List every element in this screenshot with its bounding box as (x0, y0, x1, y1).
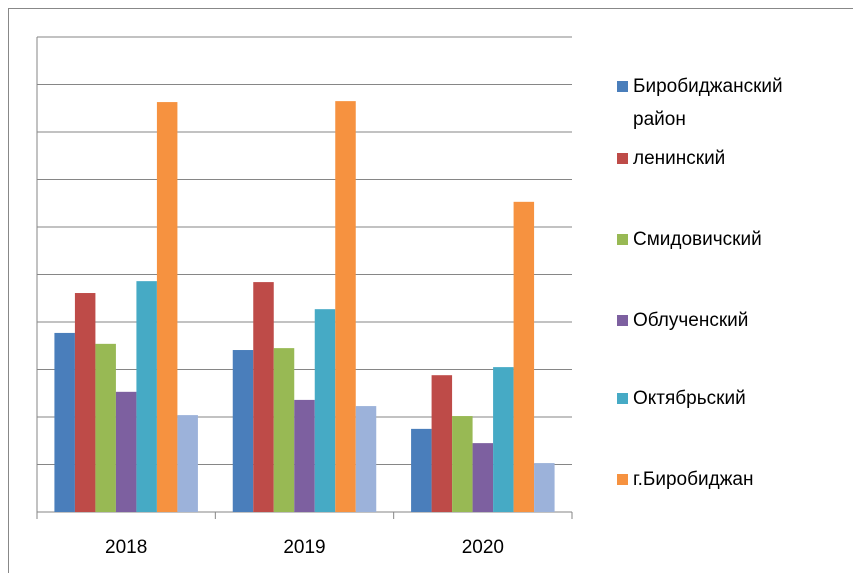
x-tick-label: 2020 (462, 537, 504, 558)
x-tick-label: 2018 (105, 537, 147, 558)
bar (493, 367, 514, 512)
bar (95, 343, 116, 512)
chart-frame (8, 8, 853, 573)
bar (136, 281, 157, 512)
bar (472, 443, 494, 512)
legend-label: Облученский (633, 310, 749, 331)
bar (411, 428, 432, 512)
bar (273, 348, 295, 512)
legend-label: ленинский (633, 148, 726, 169)
x-tick-label: 2019 (283, 537, 325, 558)
legend-label: Смидовичский (633, 229, 762, 250)
bar (452, 416, 473, 512)
bar (335, 101, 356, 512)
bar (314, 309, 336, 512)
bar (253, 282, 274, 512)
legend-swatch (617, 81, 628, 92)
bar (513, 201, 535, 512)
bar (156, 102, 178, 512)
bar (177, 415, 198, 512)
bar (74, 293, 96, 512)
bar (431, 375, 453, 512)
legend-swatch (617, 474, 628, 485)
legend-swatch (617, 393, 628, 404)
legend-swatch (617, 153, 628, 164)
bar (115, 391, 137, 512)
legend-label: г.Биробиджан (633, 469, 754, 490)
bar (534, 463, 555, 512)
legend-label: Октябрьский (633, 388, 746, 409)
legend-swatch (617, 315, 628, 326)
bar (54, 332, 75, 512)
bar (294, 399, 315, 512)
legend-swatch (617, 234, 628, 245)
legend-label: Биробиджанский район (633, 76, 783, 130)
bar (355, 406, 377, 512)
bar (232, 350, 254, 512)
